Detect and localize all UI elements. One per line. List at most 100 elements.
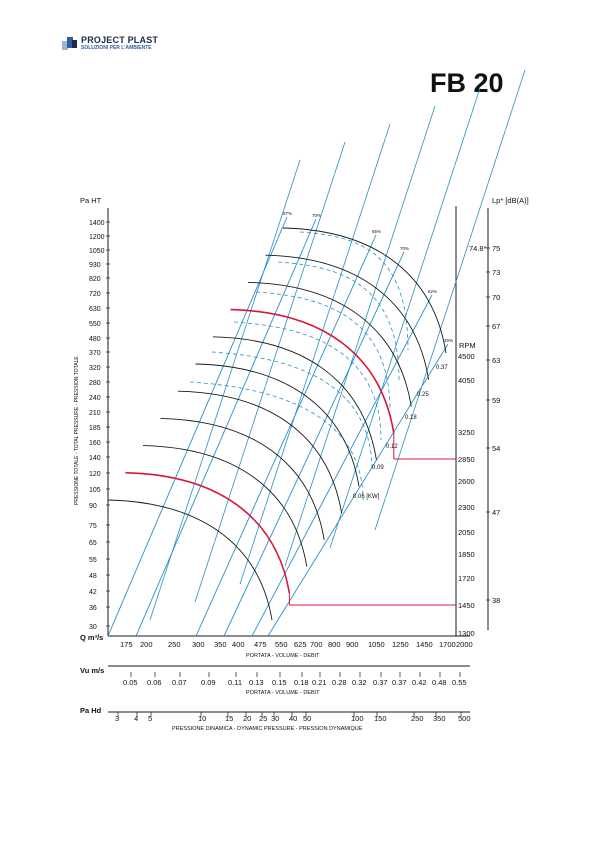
efficiency-line [267, 343, 449, 637]
dynamic-pressure-axis-tick: 50 [303, 714, 311, 723]
velocity-axis-tick: 0.32 [352, 678, 367, 687]
rpm-axis-label: RPM [459, 341, 476, 350]
dynamic-pressure-axis-unit: Pa Hd [80, 706, 102, 715]
rpm-curve [212, 336, 377, 460]
axis-labels: Pa HT14001200105093082072063055048037032… [74, 196, 529, 732]
velocity-axis-tick: 0.09 [201, 678, 216, 687]
noise-axis-tick: 75 [492, 244, 500, 253]
noise-axis-tick: 63 [492, 356, 500, 365]
left-axis-tick: 820 [89, 276, 101, 283]
rpm-curve [195, 363, 360, 487]
rpm-axis-tick: 2600 [458, 477, 475, 486]
left-axis-tick: 1050 [89, 248, 105, 255]
velocity-axis-tick: 0.55 [452, 678, 467, 687]
power-label: 0.12 [386, 444, 398, 450]
flow-axis-tick: 1250 [392, 640, 409, 649]
noise-axis-tick: 74.8* [469, 244, 487, 253]
rpm-axis-tick: 4050 [458, 376, 475, 385]
flow-axis-tick: 250 [168, 640, 181, 649]
velocity-axis-tick: 0.37 [373, 678, 388, 687]
left-axis-tick: 30 [89, 624, 97, 631]
rpm-axis-tick: 2850 [458, 455, 475, 464]
rpm-curve [247, 281, 412, 407]
left-axis-tick: 630 [89, 306, 101, 313]
left-axis-tick: 1400 [89, 220, 105, 227]
efficiency-line [135, 218, 317, 637]
left-axis-tick: 42 [89, 589, 97, 596]
brand-name: PROJECT PLAST [81, 35, 159, 45]
dynamic-pressure-axis-tick: 30 [271, 714, 279, 723]
left-axis-tick: 280 [89, 380, 101, 387]
efficiency-line [223, 251, 405, 637]
efficiency-dashed-curve [299, 231, 409, 351]
dynamic-pressure-axis-tick: 25 [259, 714, 267, 723]
flow-axis-tick: 550 [275, 640, 288, 649]
rpm-axis-tick: 2050 [458, 528, 475, 537]
velocity-axis-tick: 0.07 [172, 678, 187, 687]
dynamic-pressure-axis-tick: 5 [148, 714, 152, 723]
flow-axis-tick: 700 [310, 640, 323, 649]
left-axis-unit: Pa HT [80, 196, 102, 205]
rpm-curve [142, 445, 308, 567]
logo-icon [62, 37, 77, 50]
rpm-curves [107, 227, 447, 621]
rpm-axis-tick: 1850 [458, 550, 475, 559]
flow-axis-title: PORTATA - VOLUME - DEBIT [246, 653, 320, 659]
velocity-axis-tick: 0.21 [312, 678, 327, 687]
flow-axis-tick: 1450 [416, 640, 433, 649]
efficiency-dashed-curve [255, 291, 391, 411]
left-axis-tick: 140 [89, 455, 101, 462]
dynamic-pressure-axis-tick: 4 [134, 714, 138, 723]
noise-axis-tick: 54 [492, 444, 500, 453]
noise-axis-tick: 59 [492, 396, 500, 405]
velocity-axis-tick: 0.28 [332, 678, 347, 687]
flow-axis-tick: 625 [294, 640, 307, 649]
dynamic-pressure-axis-tick: 3 [115, 714, 119, 723]
efficiency-grid-line [149, 159, 301, 621]
power-label: 0.37 [436, 365, 448, 371]
rpm-curve [160, 417, 325, 540]
flow-axis-tick: 350 [214, 640, 227, 649]
dynamic-pressure-axis-tick: 10 [198, 714, 206, 723]
efficiency-grid-line [239, 123, 391, 585]
velocity-axis-tick: 0.05 [123, 678, 138, 687]
flow-axis-tick: 900 [346, 640, 359, 649]
noise-axis-tick: 73 [492, 268, 500, 277]
noise-axis-tick: 38 [492, 596, 500, 605]
left-axis-tick: 210 [89, 410, 101, 417]
power-label: 0.18 [405, 415, 417, 421]
rpm-curve [107, 499, 273, 621]
efficiency-dashed-curves [189, 231, 409, 501]
left-axis-tick: 36 [89, 605, 97, 612]
left-axis-tick: 55 [89, 557, 97, 564]
flow-axis-tick: 2000 [456, 640, 473, 649]
dynamic-pressure-axis-tick: 500 [458, 714, 471, 723]
flow-axis-tick: 1700 [439, 640, 456, 649]
chart-frame [106, 206, 490, 717]
efficiency-dashed-curve [211, 351, 373, 471]
dynamic-pressure-axis-tick: 250 [411, 714, 424, 723]
velocity-axis-tick: 0.42 [412, 678, 427, 687]
flow-axis-tick: 475 [254, 640, 267, 649]
dynamic-pressure-axis-tick: 350 [433, 714, 446, 723]
rpm-axis-tick: 1450 [458, 601, 475, 610]
rpm-curve [265, 254, 430, 380]
flow-axis-tick: 1050 [368, 640, 385, 649]
efficiency-label: 65% [372, 229, 381, 234]
left-axis-tick: 320 [89, 365, 101, 372]
noise-axis-label: Lp* [dB(A)] [492, 196, 529, 205]
noise-axis-tick: 70 [492, 293, 500, 302]
efficiency-grid-line [284, 105, 436, 567]
highlighted-rpm-curve [125, 472, 291, 594]
flow-axis-tick: 200 [140, 640, 153, 649]
left-axis-tick: 1200 [89, 234, 105, 241]
dynamic-pressure-axis-tick: 40 [289, 714, 297, 723]
velocity-axis-tick: 0.37 [392, 678, 407, 687]
left-axis-tick: 930 [89, 262, 101, 269]
efficiency-line [251, 294, 433, 637]
noise-axis-tick: 47 [492, 508, 500, 517]
efficiency-label: 67% [283, 211, 292, 216]
brand-tagline: SOLUZIONI PER L'AMBIENTE [81, 45, 152, 51]
highlight-lines [288, 433, 456, 606]
